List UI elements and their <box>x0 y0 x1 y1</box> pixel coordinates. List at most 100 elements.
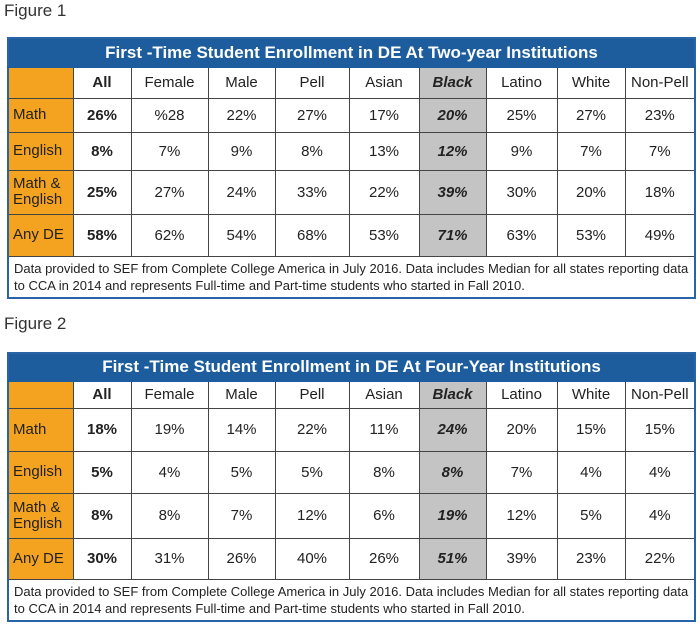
cell: 9% <box>207 131 276 171</box>
cell: 22% <box>274 407 350 452</box>
cell: 7% <box>556 131 626 171</box>
cell: 20% <box>556 169 626 215</box>
data-row: Math & English 25% 27% 24% 33% 22% 39% 30% 20% 18… <box>7 169 696 215</box>
cell: 12% <box>418 131 487 171</box>
cell: 58% <box>72 213 132 257</box>
cell: 62% <box>130 213 209 257</box>
data-table: First -Time Student Enrollment in DE At … <box>7 37 697 299</box>
cell: 25% <box>485 97 558 133</box>
column-header: All <box>72 380 132 409</box>
cell: 23% <box>624 97 696 133</box>
cell: 26% <box>72 97 132 133</box>
table-note: Data provided to SEF from Complete Colle… <box>7 578 696 621</box>
data-row: Math & English 8% 8% 7% 12% 6% 19% 12% 5% 4% <box>7 492 696 539</box>
cell: 68% <box>274 213 350 257</box>
cell: 13% <box>348 131 420 171</box>
cell: 19% <box>130 407 209 452</box>
header-row: All Female Male Pell Asian Black Latino White No… <box>7 66 696 99</box>
cell: 4% <box>624 450 696 494</box>
corner-cell <box>7 66 74 99</box>
cell: 23% <box>556 537 626 580</box>
column-header: Male <box>207 380 276 409</box>
row-label: Math <box>7 407 74 452</box>
cell: 18% <box>72 407 132 452</box>
note-row: Data provided to SEF from Complete Colle… <box>7 578 696 621</box>
cell: 71% <box>418 213 487 257</box>
row-label: Math & English <box>7 492 74 539</box>
column-header: Non-Pell <box>624 380 696 409</box>
row-label: Math <box>7 97 74 133</box>
cell: 7% <box>207 492 276 539</box>
cell: 6% <box>348 492 420 539</box>
cell: %28 <box>130 97 209 133</box>
figure-label: Figure 2 <box>4 314 67 333</box>
cell: 53% <box>348 213 420 257</box>
cell: 8% <box>130 492 209 539</box>
cell: 26% <box>348 537 420 580</box>
title-row: First -Time Student Enrollment in DE At … <box>7 37 696 68</box>
cell: 27% <box>274 97 350 133</box>
cell: 22% <box>348 169 420 215</box>
table-title: First -Time Student Enrollment in DE At … <box>7 37 696 68</box>
row-label: English <box>7 131 74 171</box>
corner-cell <box>7 380 74 409</box>
cell: 5% <box>274 450 350 494</box>
row-label: Any DE <box>7 213 74 257</box>
column-header: Male <box>207 66 276 99</box>
table-title: First -Time Student Enrollment in DE At … <box>7 352 696 382</box>
cell: 31% <box>130 537 209 580</box>
cell: 7% <box>624 131 696 171</box>
column-header: Asian <box>348 66 420 99</box>
cell: 39% <box>485 537 558 580</box>
cell: 27% <box>556 97 626 133</box>
cell: 30% <box>485 169 558 215</box>
column-header: White <box>556 380 626 409</box>
column-header: All <box>72 66 132 99</box>
cell: 63% <box>485 213 558 257</box>
cell: 19% <box>418 492 487 539</box>
cell: 8% <box>418 450 487 494</box>
data-row: English 8% 7% 9% 8% 13% 12% 9% 7% 7% <box>7 131 696 171</box>
cell: 5% <box>556 492 626 539</box>
cell: 11% <box>348 407 420 452</box>
cell: 22% <box>624 537 696 580</box>
data-table: First -Time Student Enrollment in DE At … <box>7 352 697 622</box>
data-row: Math 26% %28 22% 27% 17% 20% 25% 27% 23% <box>7 97 696 133</box>
cell: 51% <box>418 537 487 580</box>
figure-label: Figure 1 <box>4 1 67 20</box>
cell: 39% <box>418 169 487 215</box>
cell: 26% <box>207 537 276 580</box>
cell: 54% <box>207 213 276 257</box>
data-row: Math 18% 19% 14% 22% 11% 24% 20% 15% 15% <box>7 407 696 452</box>
table-note: Data provided to SEF from Complete Colle… <box>7 255 696 298</box>
cell: 22% <box>207 97 276 133</box>
cell: 12% <box>485 492 558 539</box>
cell: 8% <box>348 450 420 494</box>
row-label: English <box>7 450 74 494</box>
cell: 4% <box>130 450 209 494</box>
cell: 24% <box>418 407 487 452</box>
cell: 15% <box>556 407 626 452</box>
cell: 27% <box>130 169 209 215</box>
column-header: Asian <box>348 380 420 409</box>
data-row: Any DE 58% 62% 54% 68% 53% 71% 63% 53% 49% <box>7 213 696 257</box>
column-header: Pell <box>274 380 350 409</box>
title-row: First -Time Student Enrollment in DE At … <box>7 352 696 382</box>
column-header: Black <box>418 380 487 409</box>
column-header: White <box>556 66 626 99</box>
cell: 30% <box>72 537 132 580</box>
cell: 12% <box>274 492 350 539</box>
cell: 20% <box>418 97 487 133</box>
cell: 24% <box>207 169 276 215</box>
cell: 4% <box>556 450 626 494</box>
header-row: All Female Male Pell Asian Black Latino White No… <box>7 380 696 409</box>
column-header: Pell <box>274 66 350 99</box>
cell: 20% <box>485 407 558 452</box>
cell: 25% <box>72 169 132 215</box>
data-row: Any DE 30% 31% 26% 40% 26% 51% 39% 23% 22% <box>7 537 696 580</box>
column-header: Non-Pell <box>624 66 696 99</box>
cell: 5% <box>207 450 276 494</box>
column-header: Female <box>130 380 209 409</box>
cell: 40% <box>274 537 350 580</box>
row-label: Math & English <box>7 169 74 215</box>
